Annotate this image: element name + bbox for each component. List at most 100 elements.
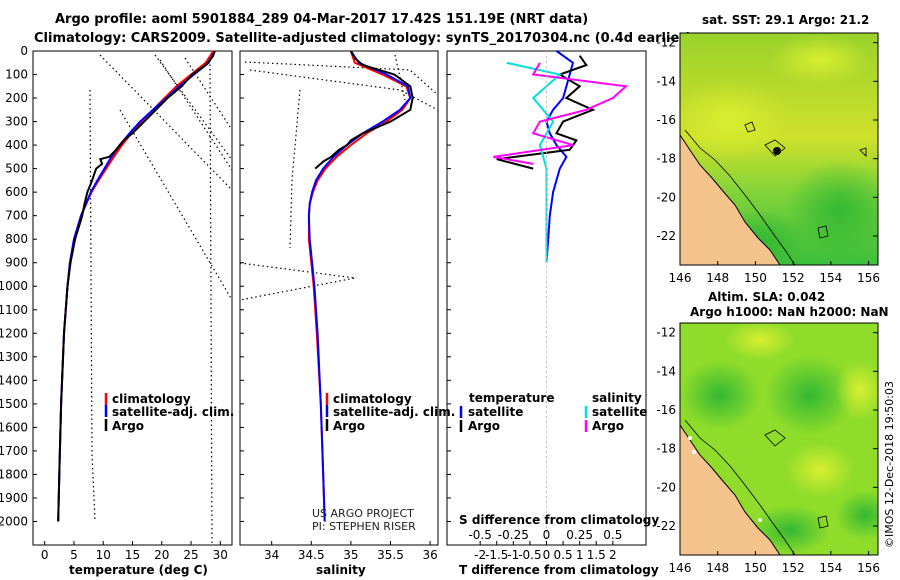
lon-tick-label: 152 bbox=[782, 271, 805, 285]
sst-warm-patch bbox=[680, 80, 790, 160]
x-tick-label: 5 bbox=[70, 548, 78, 562]
depth-tick-label: 2000 bbox=[0, 514, 28, 528]
depth-axis: 0 100 200 300 400 500 600 700 800 900 1000 1100 1200… bbox=[0, 44, 451, 528]
depth-tick-label: 800 bbox=[5, 232, 28, 246]
sst-map-title: sat. SST: 29.1 Argo: 21.2 bbox=[702, 13, 869, 27]
s-tick-label: 0.25 bbox=[566, 528, 593, 542]
sla-lat-ticks: -12 -14 -16 -18 -20 -22 bbox=[656, 326, 878, 533]
depth-tick-label: 400 bbox=[5, 138, 28, 152]
series-line-satellite-adj-clim- bbox=[57, 50, 216, 522]
sst-map bbox=[680, 33, 878, 265]
series-line-s-satellite bbox=[506, 61, 562, 263]
lat-tick-label: -20 bbox=[656, 480, 676, 494]
x-tick-label: 35.5 bbox=[377, 548, 404, 562]
sla-land bbox=[680, 424, 781, 555]
depth-tick-label: 1100 bbox=[0, 303, 28, 317]
temperature-x-label: temperature (deg C) bbox=[69, 563, 208, 577]
depth-tick-label: 600 bbox=[5, 185, 28, 199]
difference-x-label: T difference from climatology bbox=[459, 563, 659, 577]
legend-s-sat-label: satellite bbox=[592, 405, 647, 419]
credit-line1: US ARGO PROJECT bbox=[312, 507, 414, 520]
sst-lat-ticks: -12 -14 -16 -18 -20 -22 bbox=[656, 36, 878, 243]
depth-tick-label: 1600 bbox=[0, 420, 28, 434]
x-tick-label: 1.5 bbox=[587, 548, 606, 562]
series-line-climatology bbox=[307, 50, 412, 522]
legend-argo-label: Argo bbox=[112, 419, 144, 433]
x-tick-label: 34.5 bbox=[298, 548, 325, 562]
depth-tick-label: 1300 bbox=[0, 350, 28, 364]
x-tick-label: -1 bbox=[507, 548, 519, 562]
legend-t-sat-label: satellite bbox=[468, 405, 523, 419]
x-tick-label: -1.5 bbox=[485, 548, 508, 562]
sst-lon-ticks: 146 148 150 152 154 156 bbox=[669, 261, 880, 285]
s-tick-label: 0 bbox=[543, 528, 551, 542]
sla-shelf-contour bbox=[684, 419, 796, 555]
legend-argo-label: Argo bbox=[333, 419, 365, 433]
x-tick-label: 20 bbox=[154, 548, 169, 562]
lon-tick-label: 150 bbox=[744, 271, 767, 285]
sla-station-dot bbox=[758, 518, 762, 522]
sst-reef bbox=[859, 147, 867, 157]
lat-tick-label: -22 bbox=[656, 519, 676, 533]
lat-tick-label: -12 bbox=[656, 326, 676, 340]
lat-tick-label: -14 bbox=[656, 364, 676, 378]
depth-tick-label: 100 bbox=[5, 68, 28, 82]
salinity-plot bbox=[307, 50, 414, 522]
temperature-x-ticks: 0 5 10 15 20 25 30 bbox=[41, 541, 228, 562]
lat-tick-label: -18 bbox=[656, 152, 676, 166]
sla-low-patch bbox=[835, 490, 878, 540]
sst-shelf-contour bbox=[684, 129, 796, 265]
depth-tick-label: 1200 bbox=[0, 326, 28, 340]
lon-tick-label: 146 bbox=[669, 561, 692, 575]
x-tick-label: 34 bbox=[264, 548, 279, 562]
salinity-panel bbox=[239, 50, 439, 546]
salinity-x-label: salinity bbox=[316, 563, 366, 577]
depth-tick-label: 1000 bbox=[0, 279, 28, 293]
figure-title-line2: Climatology: CARS2009. Satellite-adjuste… bbox=[34, 31, 692, 46]
x-tick-label: 0 bbox=[543, 548, 551, 562]
sst-reef bbox=[764, 139, 786, 157]
lon-tick-label: 156 bbox=[857, 271, 880, 285]
depth-tick-label: 1400 bbox=[0, 373, 28, 387]
salinity-difference-x-ticks: -0.5 -0.25 0 0.25 0.5 bbox=[468, 528, 622, 542]
sla-map bbox=[680, 323, 878, 555]
series-line-satellite-adj-clim- bbox=[307, 50, 412, 522]
lon-tick-label: 156 bbox=[857, 561, 880, 575]
s-tick-label: -0.5 bbox=[468, 528, 491, 542]
copyright-stamp: ©IMOS 12-Dec-2018 19:50:03 bbox=[883, 381, 896, 548]
difference-legend: temperature salinity satellite Argo sate… bbox=[459, 391, 647, 433]
x-tick-label: 0.5 bbox=[554, 548, 573, 562]
sla-lon-ticks: 146 148 150 152 154 156 bbox=[669, 551, 880, 575]
sst-map-frame bbox=[679, 32, 879, 266]
series-line-climatology bbox=[57, 50, 215, 522]
sla-high-patch bbox=[835, 360, 878, 420]
series-line-argo bbox=[314, 50, 414, 170]
x-tick-label: 30 bbox=[213, 548, 228, 562]
sla-high-patch bbox=[785, 442, 855, 498]
figure-title-line1: Argo profile: aoml 5901884_289 04-Mar-20… bbox=[55, 12, 588, 27]
series-line-t-argo bbox=[496, 55, 596, 170]
argo-position-marker bbox=[773, 147, 781, 155]
lon-tick-label: 154 bbox=[819, 271, 842, 285]
difference-x-ticks: -2-1.5-1-0.5 0 0.5 1 1.5 2 bbox=[474, 541, 617, 562]
credit-line2: PI: STEPHEN RISER bbox=[312, 520, 416, 533]
temperature-legend: climatology satellite-adj. clim. Argo bbox=[104, 392, 234, 433]
legend-sat-label: satellite-adj. clim. bbox=[112, 405, 234, 419]
legend-s-argo-label: Argo bbox=[592, 419, 624, 433]
depth-tick-label: 700 bbox=[5, 209, 28, 223]
sst-land bbox=[680, 134, 781, 265]
difference-plot bbox=[493, 50, 629, 545]
depth-tick-label: 900 bbox=[5, 256, 28, 270]
x-tick-label: 1 bbox=[576, 548, 584, 562]
legend-t-argo-label: Argo bbox=[468, 419, 500, 433]
sla-station-dot bbox=[688, 436, 692, 440]
lon-tick-label: 150 bbox=[744, 561, 767, 575]
clim-envelope-temperature bbox=[89, 54, 233, 546]
series-line-argo bbox=[57, 50, 216, 522]
temperature-plot bbox=[57, 50, 216, 522]
s-tick-label: 0.5 bbox=[603, 528, 622, 542]
sla-reef bbox=[817, 515, 829, 529]
sst-reef bbox=[817, 225, 829, 239]
x-tick-label: -2 bbox=[474, 548, 486, 562]
